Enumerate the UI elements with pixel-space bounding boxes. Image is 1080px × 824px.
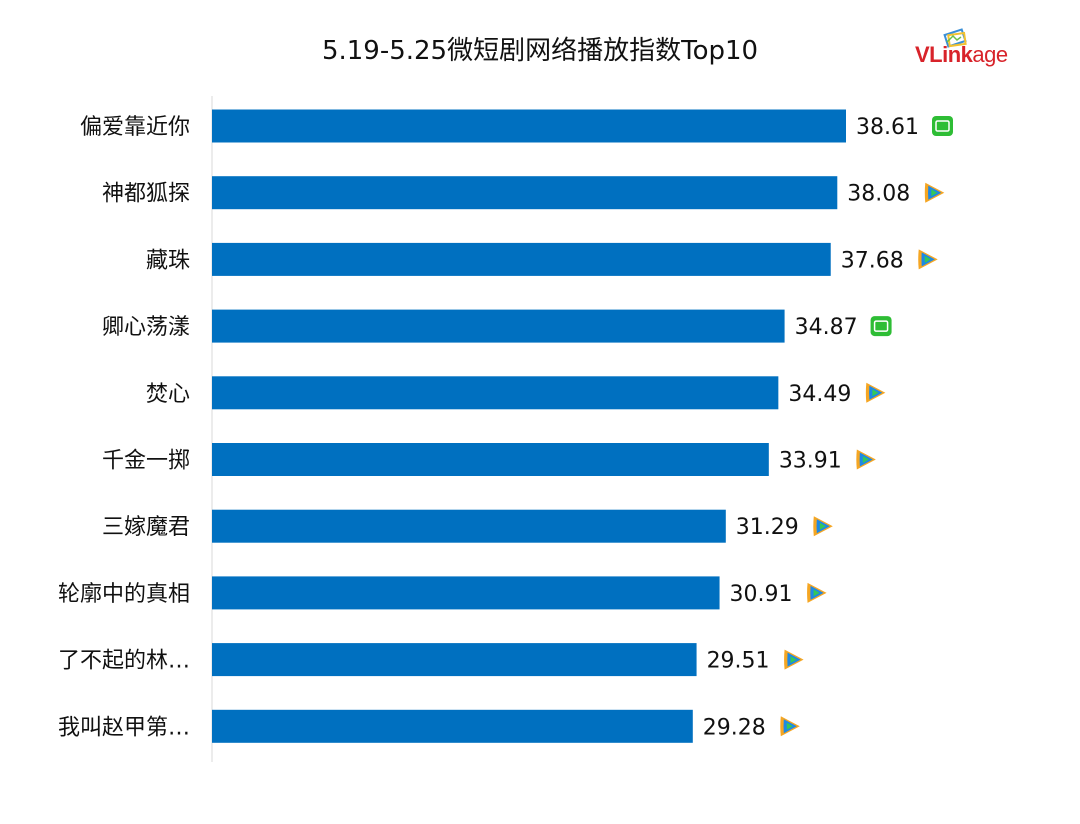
bar xyxy=(212,376,779,410)
logo-mark-icon xyxy=(943,28,967,48)
tencent-video-icon xyxy=(784,649,804,670)
value-label: 34.49 xyxy=(788,382,851,407)
bar xyxy=(212,242,831,276)
value-label: 37.68 xyxy=(841,248,904,273)
logo-text-rest: age xyxy=(972,42,1008,67)
iqiyi-icon xyxy=(870,316,892,337)
category-label: 三嫁魔君 xyxy=(102,515,190,540)
value-label: 30.91 xyxy=(730,582,793,607)
category-label: 偏爱靠近你 xyxy=(80,115,190,140)
category-label: 藏珠 xyxy=(146,248,190,273)
category-label: 了不起的林… xyxy=(58,649,190,674)
vlinkage-logo: VLinkage xyxy=(915,28,1025,70)
value-label: 33.91 xyxy=(779,449,842,474)
category-label: 我叫赵甲第… xyxy=(58,715,190,740)
tencent-video-icon xyxy=(918,249,938,270)
bar xyxy=(212,309,785,343)
bar xyxy=(212,109,846,143)
category-label: 焚心 xyxy=(146,382,190,407)
bar xyxy=(212,509,726,543)
bar xyxy=(212,643,697,677)
tencent-video-icon xyxy=(924,182,945,203)
logo-text: VLinkage xyxy=(915,42,1008,68)
tencent-video-icon xyxy=(780,716,800,737)
tencent-video-icon xyxy=(807,582,827,603)
bar xyxy=(212,709,693,743)
value-label: 31.29 xyxy=(736,515,799,540)
value-label: 38.08 xyxy=(847,182,910,207)
value-label: 29.28 xyxy=(703,715,766,740)
tencent-video-icon xyxy=(865,382,886,403)
value-label: 34.87 xyxy=(795,315,858,340)
category-label: 卿心荡漾 xyxy=(102,315,190,340)
category-label: 神都狐探 xyxy=(102,182,190,207)
category-label: 轮廓中的真相 xyxy=(58,582,190,607)
bar xyxy=(212,576,720,610)
bar xyxy=(212,176,838,210)
tencent-video-icon xyxy=(813,516,833,537)
tencent-video-icon xyxy=(856,449,876,470)
logo-text-bold: VLink xyxy=(915,42,973,67)
iqiyi-icon xyxy=(932,116,953,136)
chart-title: 5.19-5.25微短剧网络播放指数Top10 xyxy=(321,36,759,66)
bar xyxy=(212,443,769,476)
value-label: 38.61 xyxy=(856,115,919,140)
value-label: 29.51 xyxy=(707,649,770,674)
category-label: 千金一掷 xyxy=(102,449,190,474)
